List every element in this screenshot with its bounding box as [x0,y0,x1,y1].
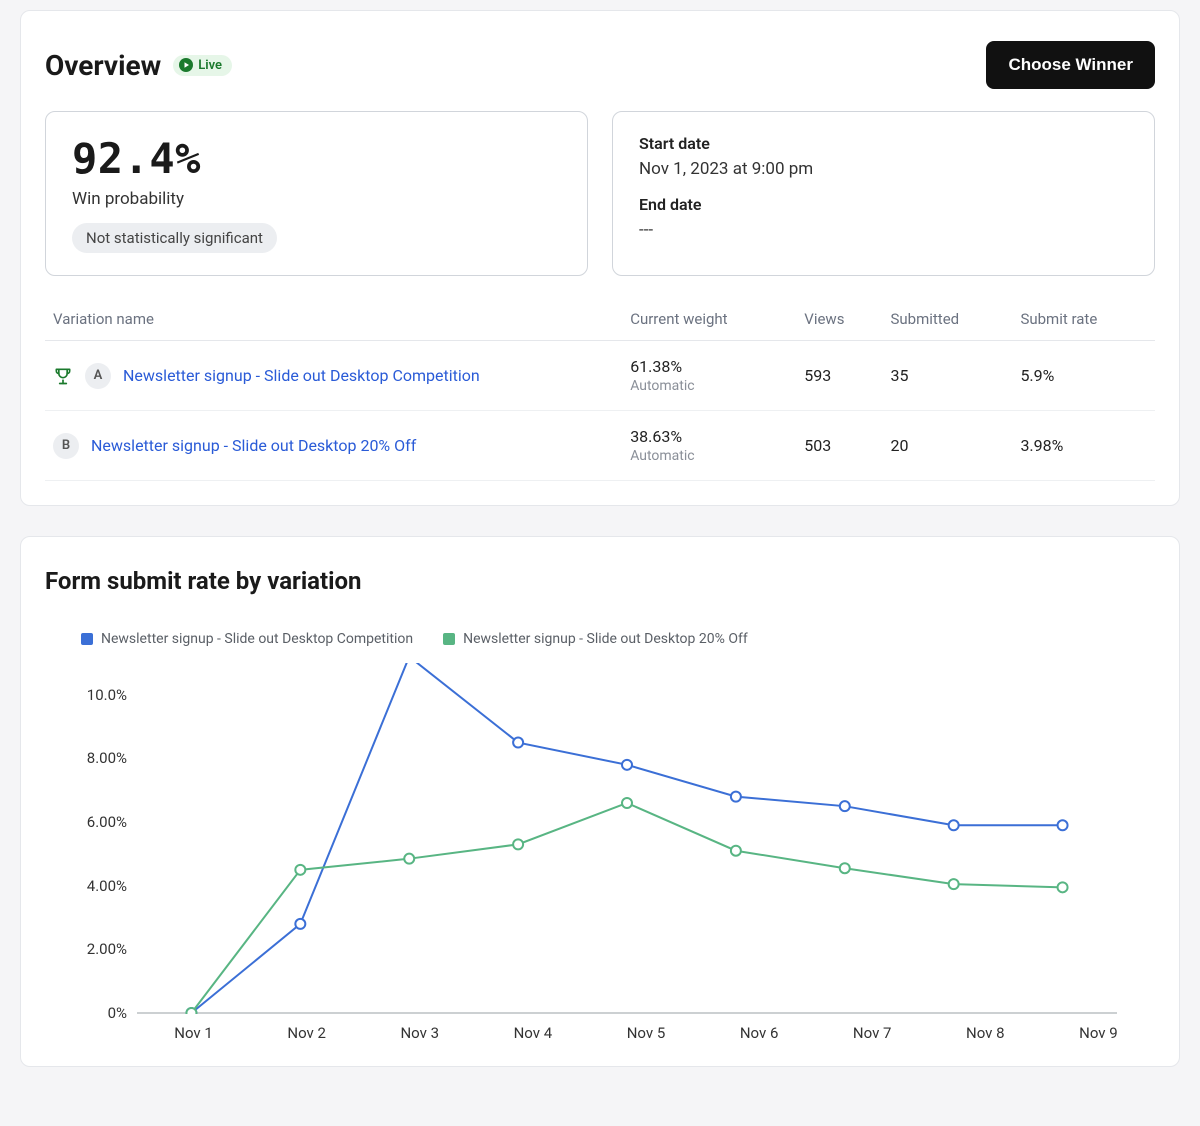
data-point[interactable] [622,798,632,808]
x-tick-label: Nov 1 [137,1024,250,1042]
table-row: B Newsletter signup - Slide out Desktop 2… [45,411,1155,481]
overview-title-group: Overview Live [45,49,232,82]
significance-pill: Not statistically significant [72,223,277,253]
overview-title: Overview [45,49,161,82]
legend-label: Newsletter signup - Slide out Desktop 20… [463,631,748,647]
end-date-label: End date [639,195,1128,214]
rate-cell: 3.98% [1012,411,1155,481]
start-date-label: Start date [639,134,1128,153]
trophy-icon [53,366,73,386]
weight-value: 61.38% [630,357,788,376]
x-tick-label: Nov 5 [589,1024,702,1042]
views-cell: 503 [796,411,882,481]
chart-legend: Newsletter signup - Slide out Desktop Co… [81,631,1155,647]
y-tick-label: 4.00% [87,877,127,895]
legend-item[interactable]: Newsletter signup - Slide out Desktop 20… [443,631,748,647]
submitted-cell: 20 [883,411,1013,481]
data-point[interactable] [513,839,523,849]
x-tick-label: Nov 2 [250,1024,363,1042]
chart-area: 0%2.00%4.00%6.00%8.00%10.0% [45,663,1155,1014]
variation-link[interactable]: Newsletter signup - Slide out Desktop 20… [91,436,416,455]
data-point[interactable] [295,919,305,929]
chart-plot [137,663,1155,1014]
x-tick-label: Nov 6 [703,1024,816,1042]
series-line [191,803,1062,1013]
chart-title: Form submit rate by variation [45,567,1155,595]
weight-mode: Automatic [630,378,788,394]
legend-swatch [81,633,93,645]
y-tick-label: 10.0% [87,686,127,704]
x-tick-label: Nov 7 [816,1024,929,1042]
x-tick-label: Nov 4 [476,1024,589,1042]
choose-winner-button[interactable]: Choose Winner [986,41,1155,89]
data-point[interactable] [840,801,850,811]
data-point[interactable] [840,863,850,873]
y-tick-label: 6.00% [87,813,127,831]
data-point[interactable] [1058,820,1068,830]
table-row: A Newsletter signup - Slide out Desktop C… [45,341,1155,411]
variations-table: Variation name Current weight Views Subm… [45,298,1155,481]
y-tick-label: 2.00% [87,940,127,958]
series-line [191,663,1062,1013]
y-tick-label: 0% [108,1004,127,1022]
live-icon [179,58,193,72]
weight-mode: Automatic [630,448,788,464]
end-date-value: --- [639,220,1128,240]
weight-value: 38.63% [630,427,788,446]
legend-swatch [443,633,455,645]
col-weight: Current weight [622,298,796,341]
data-point[interactable] [949,879,959,889]
y-axis-labels: 0%2.00%4.00%6.00%8.00%10.0% [45,663,137,1013]
data-point[interactable] [731,846,741,856]
x-tick-label: Nov 3 [363,1024,476,1042]
col-views: Views [796,298,882,341]
summary-row: 92.4% Win probability Not statistically … [45,111,1155,276]
data-point[interactable] [186,1008,196,1014]
chart-svg [137,663,1117,1014]
overview-card: Overview Live Choose Winner 92.4% Win pr… [20,10,1180,506]
win-probability-box: 92.4% Win probability Not statistically … [45,111,588,276]
status-label: Live [198,58,222,73]
legend-item[interactable]: Newsletter signup - Slide out Desktop Co… [81,631,413,647]
y-tick-label: 8.00% [87,749,127,767]
col-variation: Variation name [45,298,622,341]
x-tick-label: Nov 9 [1042,1024,1155,1042]
views-cell: 593 [796,341,882,411]
legend-label: Newsletter signup - Slide out Desktop Co… [101,631,413,647]
data-point[interactable] [513,738,523,748]
variation-badge: A [85,363,111,389]
chart-card: Form submit rate by variation Newsletter… [20,536,1180,1067]
variation-badge: B [53,433,79,459]
data-point[interactable] [731,792,741,802]
data-point[interactable] [622,760,632,770]
data-point[interactable] [1058,882,1068,892]
submitted-cell: 35 [883,341,1013,411]
overview-header: Overview Live Choose Winner [45,41,1155,89]
start-date-value: Nov 1, 2023 at 9:00 pm [639,159,1128,179]
x-axis-labels: Nov 1Nov 2Nov 3Nov 4Nov 5Nov 6Nov 7Nov 8… [137,1024,1155,1042]
variation-link[interactable]: Newsletter signup - Slide out Desktop Co… [123,366,480,385]
win-probability-value: 92.4% [72,134,561,183]
data-point[interactable] [949,820,959,830]
data-point[interactable] [295,865,305,875]
col-submitted: Submitted [883,298,1013,341]
dates-box: Start date Nov 1, 2023 at 9:00 pm End da… [612,111,1155,276]
data-point[interactable] [404,854,414,864]
col-rate: Submit rate [1012,298,1155,341]
status-badge: Live [173,55,232,76]
rate-cell: 5.9% [1012,341,1155,411]
win-probability-label: Win probability [72,189,561,209]
x-tick-label: Nov 8 [929,1024,1042,1042]
